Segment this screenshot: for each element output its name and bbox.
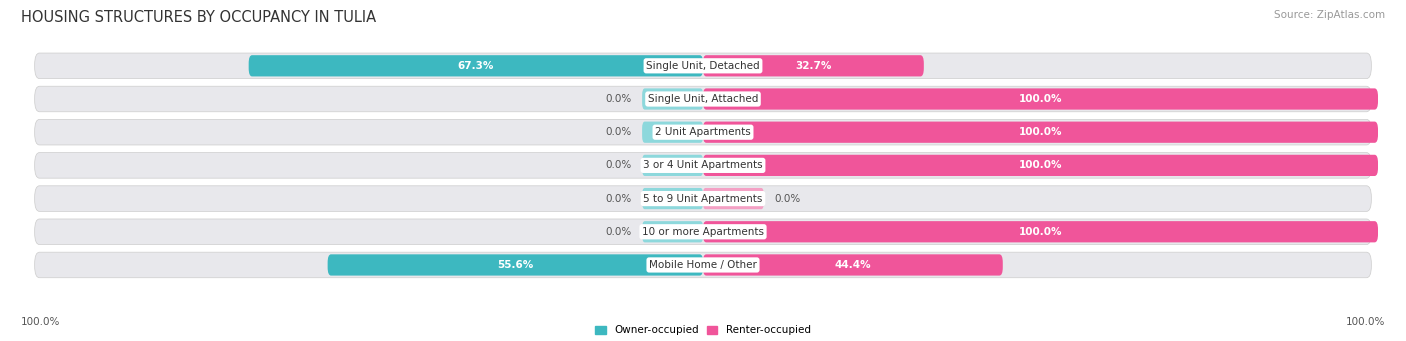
FancyBboxPatch shape [643, 122, 703, 143]
FancyBboxPatch shape [643, 221, 703, 242]
FancyBboxPatch shape [249, 55, 703, 76]
FancyBboxPatch shape [643, 188, 703, 209]
Text: 100.0%: 100.0% [1019, 227, 1062, 237]
FancyBboxPatch shape [703, 254, 1002, 276]
Text: 100.0%: 100.0% [1346, 317, 1385, 327]
Text: 100.0%: 100.0% [1019, 94, 1062, 104]
FancyBboxPatch shape [703, 55, 924, 76]
Text: 0.0%: 0.0% [775, 194, 801, 204]
FancyBboxPatch shape [35, 53, 1371, 78]
Text: 5 to 9 Unit Apartments: 5 to 9 Unit Apartments [644, 194, 762, 204]
FancyBboxPatch shape [703, 221, 1378, 242]
Text: Single Unit, Attached: Single Unit, Attached [648, 94, 758, 104]
FancyBboxPatch shape [35, 119, 1371, 145]
Text: 0.0%: 0.0% [605, 227, 631, 237]
Text: 100.0%: 100.0% [21, 317, 60, 327]
Text: 100.0%: 100.0% [1019, 127, 1062, 137]
FancyBboxPatch shape [643, 155, 703, 176]
Text: Source: ZipAtlas.com: Source: ZipAtlas.com [1274, 10, 1385, 20]
Text: 2 Unit Apartments: 2 Unit Apartments [655, 127, 751, 137]
Text: 0.0%: 0.0% [605, 94, 631, 104]
FancyBboxPatch shape [35, 153, 1371, 178]
FancyBboxPatch shape [35, 86, 1371, 112]
Text: 32.7%: 32.7% [796, 61, 831, 71]
Text: 0.0%: 0.0% [605, 160, 631, 170]
FancyBboxPatch shape [703, 88, 1378, 109]
Text: 0.0%: 0.0% [605, 127, 631, 137]
Text: HOUSING STRUCTURES BY OCCUPANCY IN TULIA: HOUSING STRUCTURES BY OCCUPANCY IN TULIA [21, 10, 377, 25]
FancyBboxPatch shape [703, 122, 1378, 143]
FancyBboxPatch shape [35, 219, 1371, 244]
Text: 3 or 4 Unit Apartments: 3 or 4 Unit Apartments [643, 160, 763, 170]
Text: 10 or more Apartments: 10 or more Apartments [643, 227, 763, 237]
FancyBboxPatch shape [328, 254, 703, 276]
Text: 100.0%: 100.0% [1019, 160, 1062, 170]
Text: 67.3%: 67.3% [458, 61, 494, 71]
Text: 55.6%: 55.6% [498, 260, 533, 270]
Text: 44.4%: 44.4% [835, 260, 872, 270]
Text: Single Unit, Detached: Single Unit, Detached [647, 61, 759, 71]
FancyBboxPatch shape [703, 155, 1378, 176]
FancyBboxPatch shape [35, 252, 1371, 278]
Text: Mobile Home / Other: Mobile Home / Other [650, 260, 756, 270]
FancyBboxPatch shape [643, 88, 703, 109]
Text: 0.0%: 0.0% [605, 194, 631, 204]
FancyBboxPatch shape [35, 186, 1371, 211]
Legend: Owner-occupied, Renter-occupied: Owner-occupied, Renter-occupied [591, 321, 815, 339]
FancyBboxPatch shape [703, 188, 763, 209]
